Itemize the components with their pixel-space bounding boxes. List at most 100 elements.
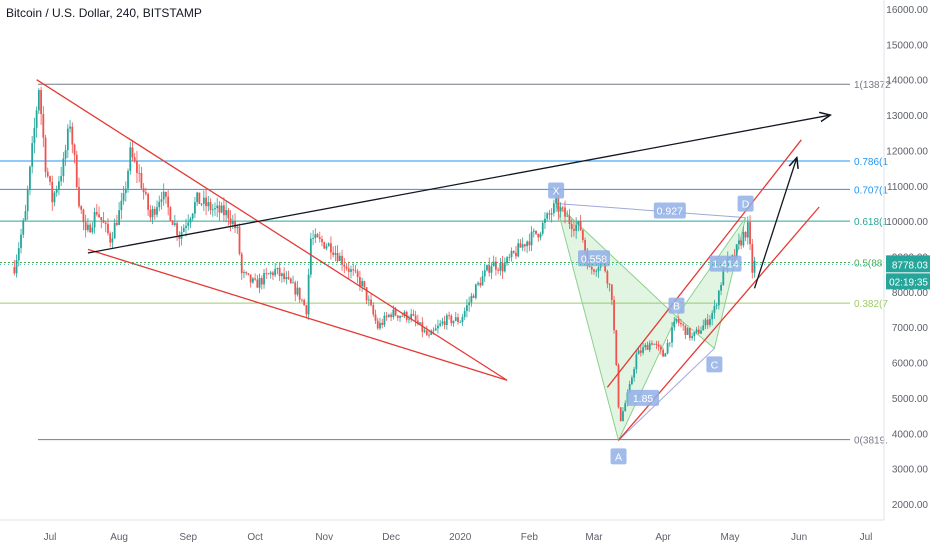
candle-body <box>118 210 121 225</box>
candle-body <box>597 267 600 271</box>
candle-body <box>341 255 343 265</box>
candle-body <box>508 257 511 259</box>
candle-body <box>617 364 620 408</box>
candle-body <box>414 315 417 321</box>
candle-body <box>225 210 228 216</box>
candle-body <box>138 172 141 174</box>
trend-line[interactable] <box>87 248 508 381</box>
candle-body <box>646 344 649 350</box>
candle-body <box>287 276 290 279</box>
candle-body <box>653 343 656 345</box>
candle-body <box>506 257 508 264</box>
candle-body <box>258 277 261 288</box>
candle-body <box>561 207 564 209</box>
candle-body <box>55 189 58 193</box>
candle-body <box>457 317 459 323</box>
candle-body <box>58 181 60 190</box>
candle-body <box>608 283 611 285</box>
pattern-point-label: X <box>553 185 560 197</box>
candle-body <box>539 233 542 238</box>
candle-body <box>140 173 143 189</box>
candle-body <box>624 403 627 412</box>
fib-level-label: 0(3819. <box>854 436 888 447</box>
candle-body <box>697 329 700 334</box>
candle-body <box>231 221 234 225</box>
trend-line[interactable] <box>606 139 802 388</box>
y-tick-label: 12000.00 <box>886 146 928 157</box>
candle-body <box>376 320 379 329</box>
candle-body <box>227 210 230 219</box>
candle-body <box>468 302 471 306</box>
candle-body <box>167 196 170 208</box>
pattern-ratio-bg <box>627 389 660 406</box>
candle-body <box>548 213 551 215</box>
candle-body <box>394 309 397 316</box>
candle-body <box>379 322 381 329</box>
candle-body <box>512 251 515 253</box>
pattern-point-bg <box>668 297 685 314</box>
candle-body <box>744 231 747 238</box>
candle-body <box>15 260 18 274</box>
candle-body <box>147 193 149 210</box>
y-tick-label: 15000.00 <box>886 40 928 51</box>
x-tick-label: May <box>721 532 740 543</box>
candle-body <box>62 158 65 176</box>
candle-body <box>29 166 31 191</box>
candle-body <box>107 223 109 234</box>
y-tick-label: 10000.00 <box>886 217 928 228</box>
candle-body <box>544 218 546 223</box>
pattern-ratio-label: 1.414 <box>712 259 738 271</box>
candle-body <box>454 317 457 321</box>
trend-line[interactable] <box>87 115 830 254</box>
y-tick-label: 14000.00 <box>886 76 928 87</box>
candle-body <box>423 330 426 332</box>
candle-body <box>24 211 27 221</box>
pattern-point-label: A <box>615 451 622 463</box>
candle-body <box>568 215 571 225</box>
x-tick-label: Jun <box>791 532 807 543</box>
pattern-ac-line <box>618 348 715 441</box>
candle-body <box>214 208 216 210</box>
candle-body <box>555 198 557 204</box>
candle-body <box>307 274 310 315</box>
x-tick-label: Oct <box>247 532 263 543</box>
candle-body <box>448 315 450 317</box>
trend-line[interactable] <box>753 158 797 289</box>
candle-body <box>316 234 319 238</box>
candle-body <box>700 330 702 334</box>
candle-body <box>477 282 479 285</box>
candle-body <box>372 305 375 315</box>
pattern-point-bg <box>548 182 565 199</box>
candle-body <box>182 227 185 232</box>
candle-body <box>472 295 475 298</box>
candle-body <box>202 197 205 204</box>
candle-body <box>370 299 372 306</box>
candle-body <box>579 220 582 231</box>
candle-body <box>720 284 722 291</box>
candle-body <box>486 265 488 271</box>
candle-body <box>566 215 569 217</box>
trend-line[interactable] <box>36 79 508 381</box>
candle-body <box>280 273 283 277</box>
candle-body <box>22 220 25 235</box>
candle-body <box>367 299 370 301</box>
countdown-tag <box>886 273 930 290</box>
candle-body <box>481 276 484 286</box>
x-tick-label: Nov <box>315 532 333 543</box>
candle-body <box>633 369 636 378</box>
x-tick-label: Jul <box>860 532 873 543</box>
candle-body <box>136 160 138 173</box>
candle-body <box>354 270 357 272</box>
candle-body <box>691 336 693 339</box>
pattern-ratio-bg <box>578 250 610 267</box>
candle-body <box>345 266 348 269</box>
candle-body <box>399 315 401 318</box>
candle-body <box>410 313 413 320</box>
candle-body <box>352 269 355 271</box>
candle-body <box>557 198 560 212</box>
candle-body <box>510 251 513 258</box>
candle-body <box>526 241 529 247</box>
candle-body <box>383 315 386 325</box>
candle-body <box>256 279 259 288</box>
